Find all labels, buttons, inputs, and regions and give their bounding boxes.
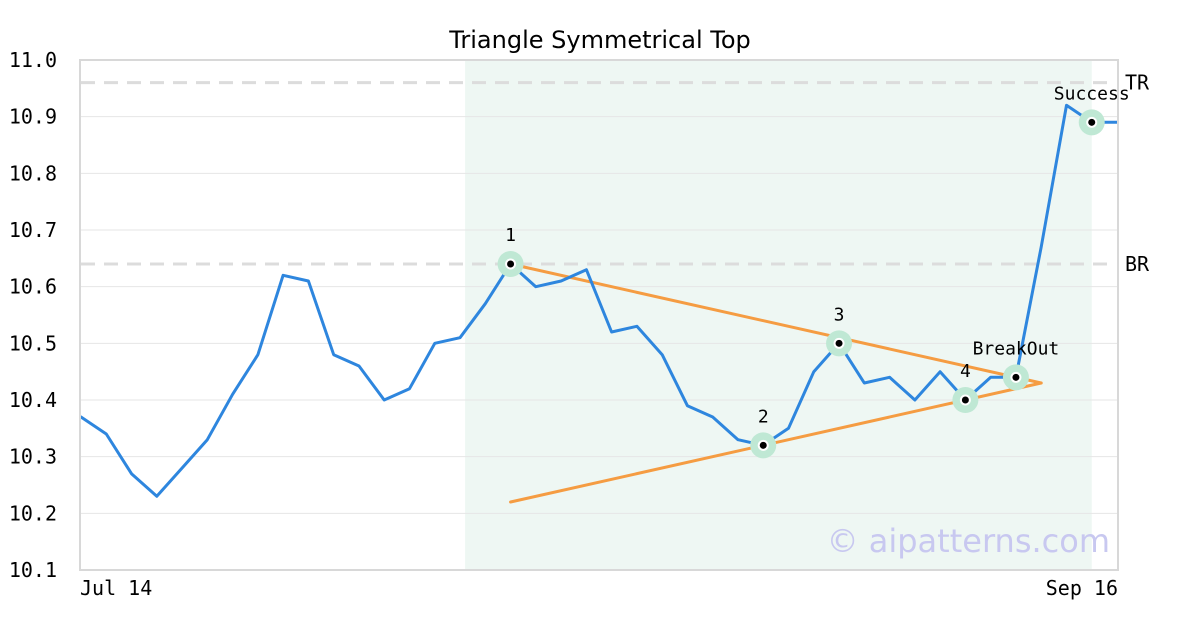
pattern-points-layer [497, 109, 1105, 459]
chart-title: Triangle Symmetrical Top [448, 26, 751, 54]
y-tick-label: 10.6 [9, 275, 57, 299]
reference-line-label: TR [1125, 71, 1150, 95]
pattern-point-label: Success [1054, 83, 1130, 104]
y-tick-label: 10.3 [9, 445, 57, 469]
grid-layer [81, 116, 1117, 514]
pattern-point-label: 3 [834, 304, 845, 325]
pattern-point [507, 260, 515, 268]
pattern-point [961, 396, 969, 404]
y-tick-label: 10.9 [9, 105, 57, 129]
reference-lines-layer [81, 81, 1116, 266]
pattern-point-label: 1 [505, 225, 516, 246]
y-tick-label: 10.7 [9, 218, 57, 242]
pattern-point-label: 2 [758, 406, 769, 427]
y-tick-label: 10.1 [9, 558, 57, 582]
plot-frame [79, 59, 1119, 571]
reference-line-label: BR [1125, 252, 1150, 276]
pattern-point-label: 4 [960, 361, 971, 382]
pattern-point-label: BreakOut [973, 338, 1060, 359]
y-tick-label: 10.8 [9, 161, 57, 185]
pattern-point [759, 441, 767, 449]
labels-layer: 10.1 10.2 10.3 10.4 10.5 10.6 10.7 10.8 10.9 11.0… [9, 48, 1150, 600]
price-line [79, 103, 1119, 498]
series-layer [79, 103, 1119, 498]
pattern-point [1012, 373, 1020, 381]
pattern-point [1088, 118, 1096, 126]
highlight-region-layer [465, 60, 1092, 570]
watermark: © aipatterns.com [827, 522, 1110, 560]
y-tick-label: 11.0 [9, 48, 57, 72]
y-tick-label: 10.5 [9, 331, 57, 355]
trendline [509, 262, 1043, 385]
pattern-point [835, 339, 843, 347]
x-tick-label: Sep 16 [1046, 576, 1118, 600]
x-tick-label: Jul 14 [80, 576, 152, 600]
y-tick-label: 10.4 [9, 388, 57, 412]
highlight-region [465, 60, 1092, 570]
y-tick-label: 10.2 [9, 501, 57, 525]
